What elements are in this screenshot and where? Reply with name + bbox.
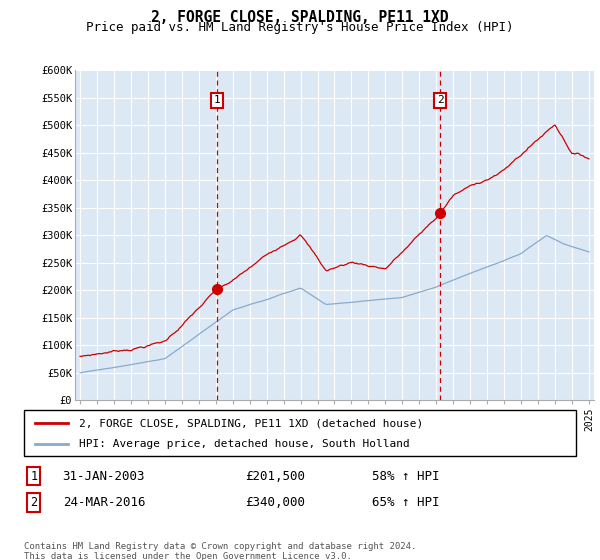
Text: 58% ↑ HPI: 58% ↑ HPI — [372, 469, 439, 483]
Text: 2, FORGE CLOSE, SPALDING, PE11 1XD (detached house): 2, FORGE CLOSE, SPALDING, PE11 1XD (deta… — [79, 418, 424, 428]
Text: 2: 2 — [437, 95, 443, 105]
Text: £201,500: £201,500 — [245, 469, 305, 483]
Text: Contains HM Land Registry data © Crown copyright and database right 2024.
This d: Contains HM Land Registry data © Crown c… — [24, 542, 416, 560]
Text: £340,000: £340,000 — [245, 496, 305, 509]
Text: 65% ↑ HPI: 65% ↑ HPI — [372, 496, 439, 509]
Text: 1: 1 — [214, 95, 221, 105]
Text: 2, FORGE CLOSE, SPALDING, PE11 1XD: 2, FORGE CLOSE, SPALDING, PE11 1XD — [151, 10, 449, 25]
FancyBboxPatch shape — [24, 410, 576, 456]
Text: 2: 2 — [31, 496, 37, 509]
Text: HPI: Average price, detached house, South Holland: HPI: Average price, detached house, Sout… — [79, 440, 410, 450]
Text: 1: 1 — [31, 469, 37, 483]
Text: 31-JAN-2003: 31-JAN-2003 — [62, 469, 145, 483]
Text: 24-MAR-2016: 24-MAR-2016 — [62, 496, 145, 509]
Text: Price paid vs. HM Land Registry's House Price Index (HPI): Price paid vs. HM Land Registry's House … — [86, 21, 514, 34]
